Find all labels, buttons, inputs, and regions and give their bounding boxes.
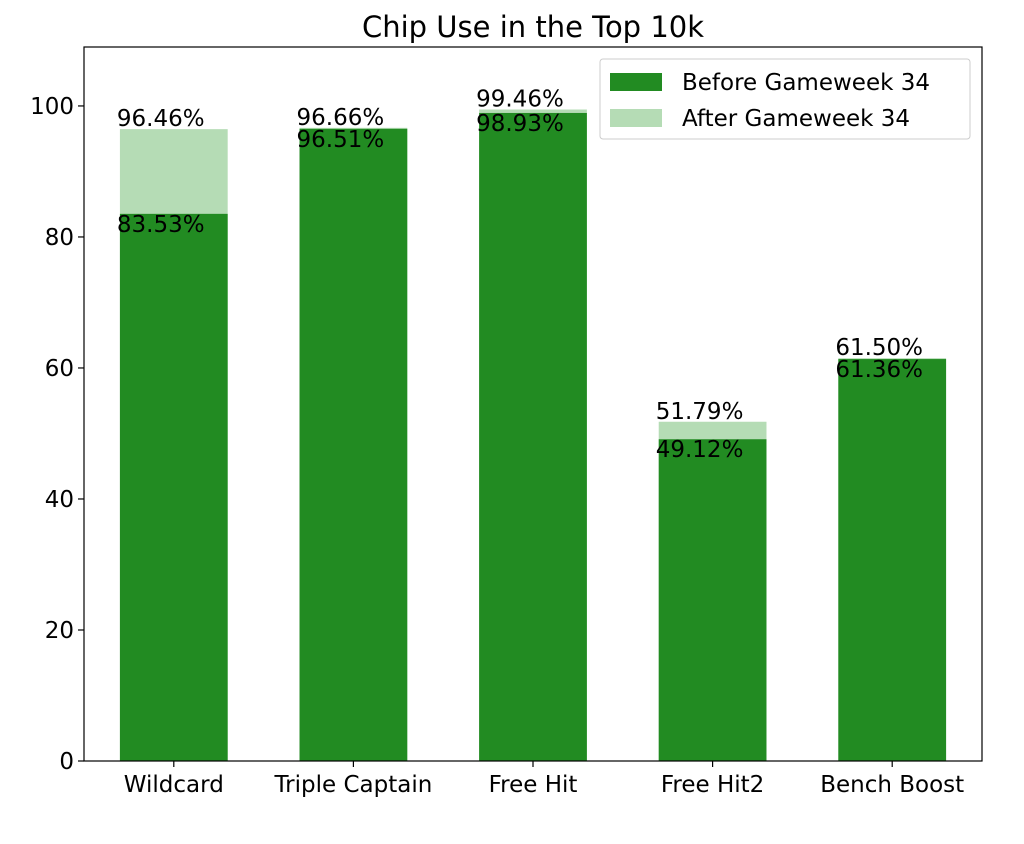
data-label-after-2: 99.46%: [476, 86, 564, 112]
legend-label-before: Before Gameweek 34: [682, 70, 930, 96]
y-tick-label-5: 100: [30, 94, 74, 120]
y-tick-label-4: 80: [45, 225, 74, 251]
data-label-before-2: 98.93%: [476, 111, 564, 137]
data-labels-layer: 96.46% 83.53% 96.66%96.51% 99.46%98.93% 51.7…: [117, 86, 923, 463]
y-tick-label-3: 60: [45, 356, 74, 382]
data-label-after-4: 61.50%: [835, 335, 923, 361]
legend-label-after: After Gameweek 34: [682, 106, 910, 132]
x-tick-label-4: Bench Boost: [820, 772, 964, 798]
y-tick-label-2: 40: [45, 487, 74, 513]
y-axis: 0 20 40 60 80 100: [30, 94, 84, 775]
x-tick-label-2: Free Hit: [489, 772, 578, 798]
y-tick-label-1: 20: [45, 618, 74, 644]
legend: Before Gameweek 34 After Gameweek 34: [599, 58, 971, 140]
x-tick-label-1: Triple Captain: [273, 772, 432, 798]
legend-box: [599, 58, 971, 140]
data-label-before-1: 96.51%: [297, 127, 385, 153]
data-label-before-0: 83.53%: [117, 212, 205, 238]
data-label-after-3: 51.79%: [656, 399, 744, 425]
y-tick-label-0: 0: [59, 749, 74, 775]
data-label-after-1: 96.66%: [297, 105, 385, 131]
bar-before-2: [479, 112, 587, 761]
bar-before-0: [119, 213, 228, 761]
x-tick-label-0: Wildcard: [124, 772, 224, 798]
bar-before-3: [658, 439, 767, 761]
bars-layer: [119, 109, 947, 762]
data-label-before-4: 61.36%: [835, 357, 923, 383]
bar-before-1: [299, 128, 408, 761]
x-tick-label-3: Free Hit2: [661, 772, 764, 798]
chart-title: Chip Use in the Top 10k: [362, 10, 704, 44]
x-axis: Wildcard Triple Captain Free Hit Free Hit2 B…: [124, 761, 964, 798]
data-label-after-0: 96.46%: [117, 106, 205, 132]
legend-swatch-after: [610, 109, 662, 127]
bar-before-4: [838, 359, 947, 761]
data-label-before-3: 49.12%: [656, 437, 744, 463]
legend-swatch-before: [610, 73, 662, 91]
